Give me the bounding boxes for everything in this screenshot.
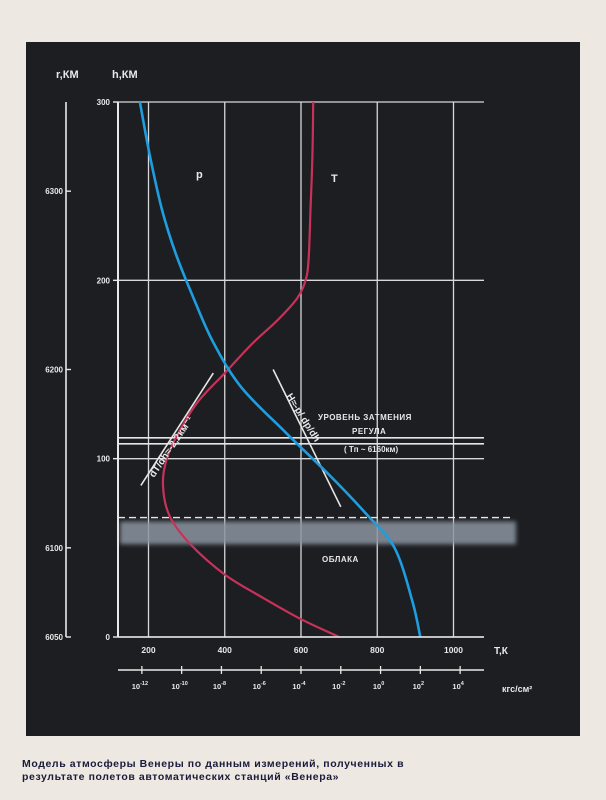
t-tick-label: 1000 — [444, 645, 463, 655]
occultation-level — [118, 437, 484, 445]
scale-height-tangent — [272, 369, 342, 508]
r-tick-label: 6200 — [45, 366, 63, 375]
p-tick-exponent: 4 — [461, 681, 465, 687]
occultation-label-line2: РЕГУЛА — [352, 427, 386, 436]
pressure-curve — [138, 101, 422, 638]
p-tick-label: 10-12 — [132, 681, 148, 691]
h-tick-label: 300 — [97, 98, 111, 107]
p-tick-label: 10-8 — [213, 681, 226, 691]
temperature-curve — [161, 101, 340, 638]
occultation-label-line1: УРОВЕНЬ ЗАТМЕНИЯ — [318, 413, 412, 422]
p-tick-exponent: -2 — [341, 681, 346, 687]
p-tick-label: 10-10 — [172, 681, 188, 691]
t-tick-label: 400 — [218, 645, 232, 655]
figure-caption: Модель атмосферы Венеры по данным измере… — [22, 758, 592, 784]
p-tick-label: 10-6 — [253, 681, 266, 691]
h-tick-label: 0 — [106, 633, 111, 642]
h-tick-label: 100 — [97, 455, 111, 464]
t-axis-title: T,К — [494, 646, 509, 657]
p-tick-exponent: -12 — [140, 681, 148, 687]
t-tick-label: 200 — [141, 645, 155, 655]
p-tick-exponent: 2 — [421, 681, 424, 687]
p-tick-exponent: -4 — [301, 681, 307, 687]
caption-line-2: результате полетов автоматических станци… — [22, 771, 340, 783]
h-tick-label: 200 — [97, 276, 111, 285]
p-tick-label: 10-4 — [292, 681, 306, 691]
t-tick-label: 600 — [294, 645, 308, 655]
p-tick-label: 100 — [373, 681, 384, 691]
p-tick-label: 102 — [413, 681, 424, 691]
caption-line-1: Модель атмосферы Венеры по данным измере… — [22, 758, 405, 770]
p-tick-exponent: -6 — [261, 681, 266, 687]
r-axis-title: r,КМ — [56, 69, 79, 81]
p-tick-label: 10-2 — [332, 681, 345, 691]
chart-grid — [118, 101, 484, 638]
p-axis-title: кгс/см² — [502, 684, 532, 694]
p-tick-exponent: -8 — [221, 681, 226, 687]
temperature-gradient-tangent — [140, 372, 214, 486]
p-series-label: p — [196, 169, 203, 181]
clouds-label: ОБЛАКА — [322, 555, 359, 564]
r-tick-label: 6100 — [45, 544, 63, 553]
cloud-layer — [120, 521, 516, 545]
t-tick-label: 800 — [370, 645, 384, 655]
t-series-label: T — [331, 173, 338, 185]
r-tick-label: 6050 — [45, 633, 63, 642]
occultation-label-line3: ( Tп ~ 6160км) — [344, 445, 398, 454]
p-tick-exponent: 0 — [381, 681, 384, 687]
r-tick-label: 6300 — [45, 187, 63, 196]
p-tick-exponent: -10 — [180, 681, 188, 687]
cloud-band — [118, 516, 516, 545]
temperature-gradient-label: dT/dh≈-2,2км⁻¹ — [147, 414, 196, 480]
h-axis-title: h,КМ — [112, 69, 138, 81]
p-tick-label: 104 — [452, 681, 464, 691]
chart-axes — [65, 102, 484, 671]
